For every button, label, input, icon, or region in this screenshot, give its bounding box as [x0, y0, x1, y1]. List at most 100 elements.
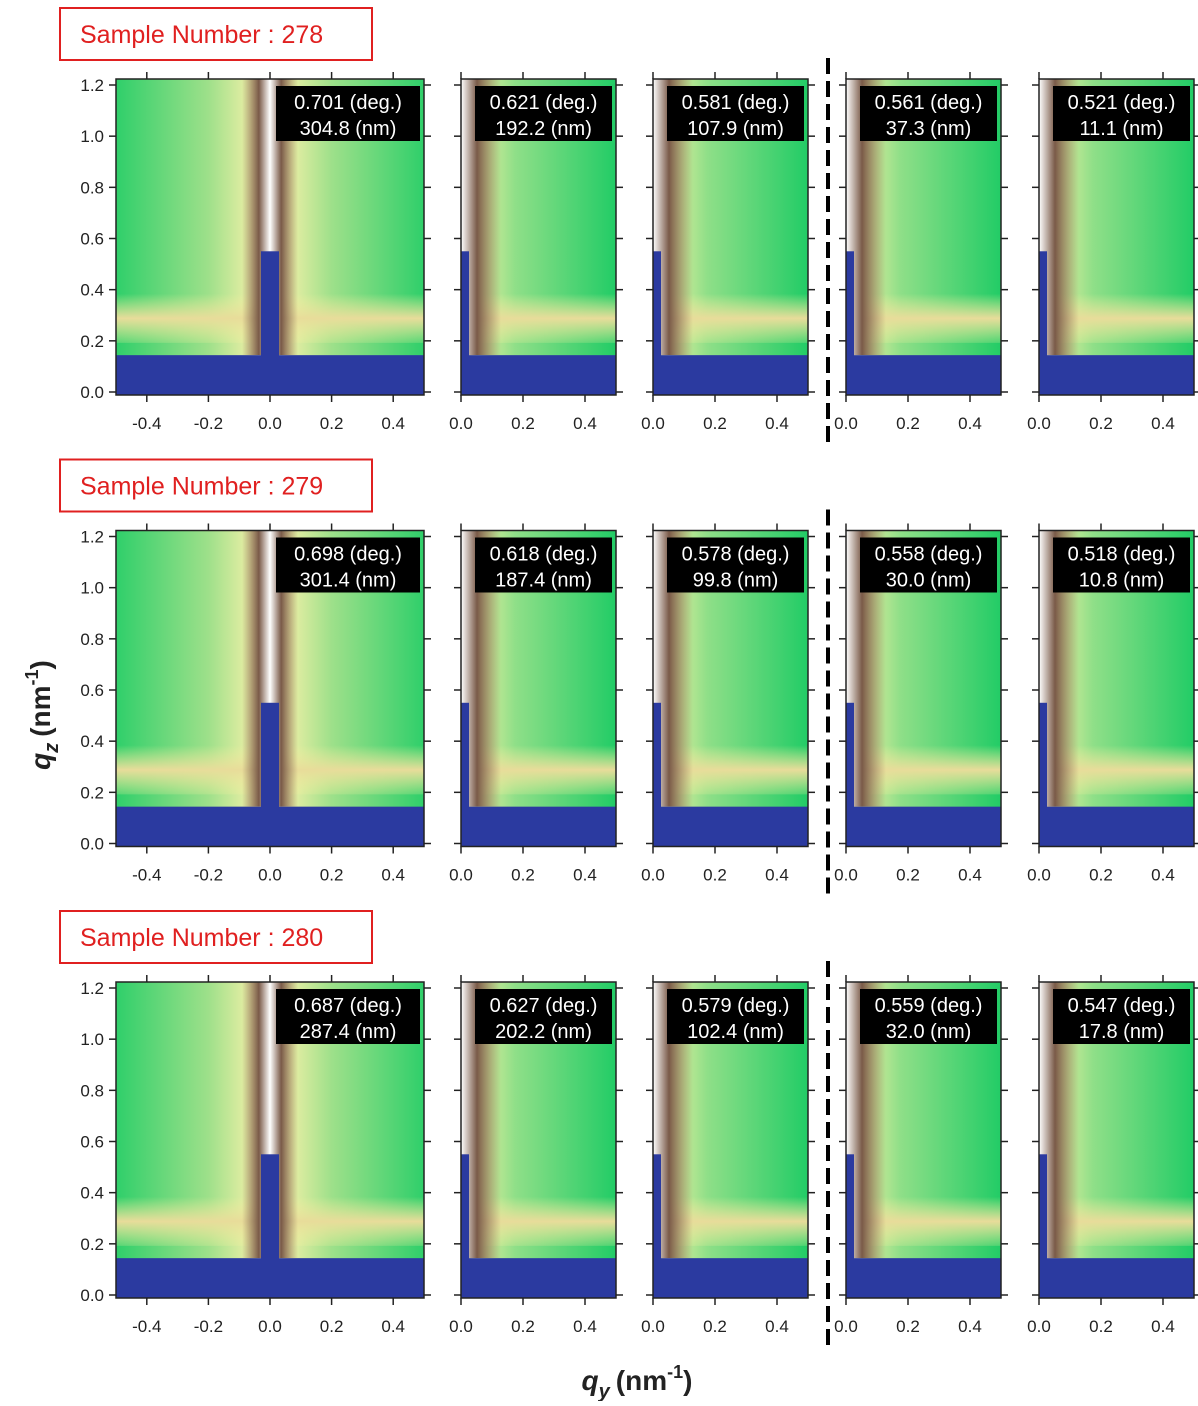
x-tick-label: 0.4 [958, 414, 982, 433]
annotation-box [1053, 989, 1190, 1044]
annotation-box [475, 537, 612, 593]
beamstop [653, 702, 661, 847]
y-label-symbol: q [25, 753, 56, 770]
y-tick-label: 0.2 [80, 1235, 104, 1254]
x-tick-label: 0.4 [381, 866, 405, 885]
annotation-box [667, 86, 804, 141]
panel-frame [845, 529, 1002, 848]
x-tick-label: 0.0 [258, 414, 282, 433]
beamstop [261, 251, 279, 395]
beamstop [846, 251, 854, 395]
x-tick-label: 0.2 [320, 1317, 344, 1336]
panel-frame [845, 78, 1002, 396]
x-tick-label: -0.2 [194, 414, 223, 433]
beamstop [261, 702, 279, 847]
angle-label: 0.518 (deg.) [1068, 544, 1176, 566]
thickness-label: 192.2 (nm) [495, 118, 592, 140]
beamstop [653, 251, 661, 395]
panel-frame [460, 78, 617, 396]
thickness-label: 17.8 (nm) [1079, 1021, 1165, 1043]
x-tick-label: 0.4 [573, 1317, 597, 1336]
thickness-label: 30.0 (nm) [886, 570, 972, 592]
y-tick-label: 0.2 [80, 783, 104, 802]
y-tick-label: 1.2 [80, 76, 104, 95]
y-tick-label: 0.4 [80, 1184, 104, 1203]
x-tick-label: 0.0 [449, 1317, 473, 1336]
x-label-unit: (nm [616, 1365, 667, 1396]
annotation-box [860, 537, 997, 593]
y-axis-label: qz (nm-1) [22, 660, 63, 770]
y-tick-label: 1.2 [80, 979, 104, 998]
y-tick-label: 0.8 [80, 178, 104, 197]
y-tick-label: 0.8 [80, 1081, 104, 1100]
annotation-box [667, 537, 804, 593]
x-tick-label: 0.4 [573, 866, 597, 885]
scattering-image [116, 982, 424, 1298]
annotation-box [276, 989, 420, 1044]
x-tick-label: -0.4 [132, 866, 161, 885]
angle-label: 0.558 (deg.) [875, 544, 983, 566]
angle-label: 0.561 (deg.) [875, 92, 983, 114]
x-tick-label: -0.4 [132, 1317, 161, 1336]
x-tick-label: 0.0 [1027, 1317, 1051, 1336]
panel-frame [845, 981, 1002, 1299]
shadow-region [1039, 1258, 1194, 1298]
beamstop [1039, 251, 1047, 395]
scattering-image [116, 530, 424, 847]
shadow-region [846, 1258, 1001, 1298]
x-axis-label: qy (nm-1) [582, 1362, 693, 1401]
shadow-region [653, 806, 808, 847]
angle-label: 0.521 (deg.) [1068, 92, 1176, 114]
thickness-label: 304.8 (nm) [300, 118, 397, 140]
x-tick-label: -0.2 [194, 1317, 223, 1336]
angle-label: 0.581 (deg.) [682, 92, 790, 114]
y-tick-label: 0.0 [80, 383, 104, 402]
annotation-box [860, 989, 997, 1044]
y-tick-label: 0.0 [80, 835, 104, 854]
x-tick-label: 0.0 [834, 1317, 858, 1336]
x-tick-label: 0.2 [1089, 414, 1113, 433]
beamstop [653, 1154, 661, 1298]
x-tick-label: 0.4 [573, 414, 597, 433]
x-tick-label: 0.4 [1151, 866, 1175, 885]
angle-label: 0.579 (deg.) [682, 995, 790, 1017]
angle-label: 0.687 (deg.) [294, 995, 402, 1017]
x-tick-label: 0.2 [1089, 1317, 1113, 1336]
y-tick-label: 0.0 [80, 1286, 104, 1305]
x-label-close: ) [683, 1365, 692, 1396]
beamstop [846, 702, 854, 847]
thickness-label: 287.4 (nm) [300, 1021, 397, 1043]
panel-frame [652, 529, 809, 848]
y-label-unit: (nm [25, 685, 56, 736]
x-tick-label: 0.4 [958, 866, 982, 885]
annotation-box [475, 989, 612, 1044]
y-tick-label: 0.4 [80, 281, 104, 300]
x-tick-label: 0.2 [511, 414, 535, 433]
x-tick-label: 0.2 [896, 866, 920, 885]
y-label-subscript: z [41, 743, 63, 754]
x-tick-label: 0.4 [958, 1317, 982, 1336]
thickness-label: 37.3 (nm) [886, 118, 972, 140]
angle-label: 0.701 (deg.) [294, 92, 402, 114]
sample-label: Sample Number : 280 [80, 924, 323, 952]
shadow-region [461, 806, 616, 847]
shadow-region [461, 1258, 616, 1298]
scattering-image [116, 79, 424, 395]
x-tick-label: 0.2 [320, 866, 344, 885]
x-tick-label: 0.0 [834, 866, 858, 885]
angle-label: 0.698 (deg.) [294, 544, 402, 566]
thickness-label: 11.1 (nm) [1079, 118, 1163, 140]
shadow-region [1039, 806, 1194, 847]
y-tick-label: 1.0 [80, 1030, 104, 1049]
x-tick-label: 0.2 [511, 1317, 535, 1336]
panel-frame [652, 78, 809, 396]
sample-box [59, 458, 373, 513]
beamstop [1039, 1154, 1047, 1298]
x-tick-label: 0.2 [703, 866, 727, 885]
x-tick-label: 0.4 [381, 414, 405, 433]
annotation-box [667, 989, 804, 1044]
x-tick-label: 0.4 [765, 866, 789, 885]
shadow-region [461, 355, 616, 395]
panel-frame [652, 981, 809, 1299]
